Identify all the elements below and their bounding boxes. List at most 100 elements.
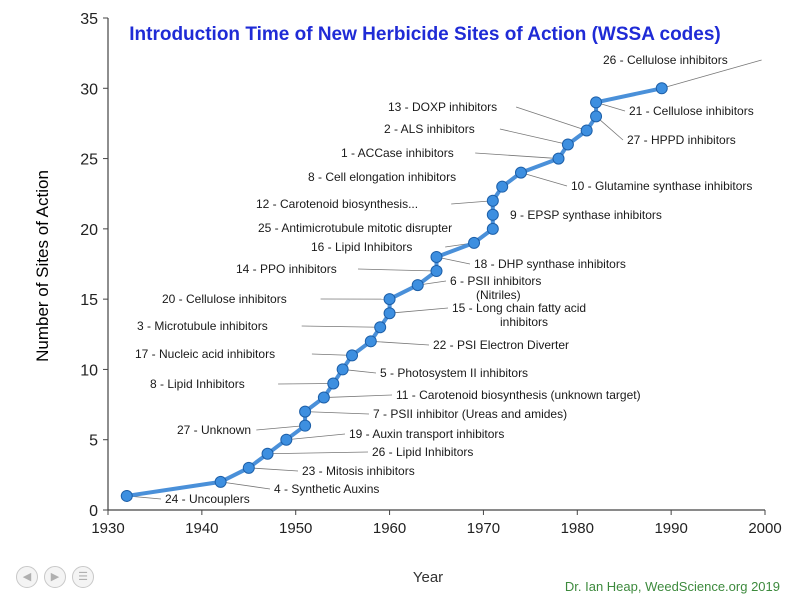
annotation-label: 18 - DHP synthase inhibitors <box>474 257 626 271</box>
annotation-label: 26 - Lipid Inhibitors <box>372 445 473 459</box>
annotation-label: 20 - Cellulose inhibitors <box>162 292 287 306</box>
leader-line <box>256 425 306 431</box>
data-point <box>346 349 359 362</box>
data-point <box>552 152 565 165</box>
data-point <box>280 433 293 446</box>
leader-line <box>370 340 430 346</box>
axes: 0 5 10 15 20 25 30 35 1930 1940 1950 1960 1970 1980 19… <box>80 11 781 537</box>
data-point <box>430 250 443 263</box>
data-series <box>120 82 668 502</box>
data-point <box>214 475 227 488</box>
y-tick-label: 0 <box>89 503 98 520</box>
annotation-label: 17 - Nucleic acid inhibitors <box>135 347 275 361</box>
annotation-label: 5 - Photosystem II inhibitors <box>380 366 528 380</box>
y-tick-label: 15 <box>80 292 98 309</box>
chart-title: Introduction Time of New Herbicide Sites… <box>129 24 721 45</box>
data-point <box>120 489 133 502</box>
annotation-label: 23 - Mitosis inhibitors <box>302 464 415 478</box>
annotation-label: 1 - ACCase inhibitors <box>341 146 454 160</box>
annotation-label: 22 - PSI Electron Diverter <box>433 338 569 352</box>
data-point <box>383 293 396 306</box>
annotation-label: 27 - Unknown <box>177 423 251 437</box>
data-point <box>561 138 574 151</box>
annotation-label: 21 - Cellulose inhibitors <box>629 104 754 118</box>
annotation-label: 26 - Cellulose inhibitors <box>603 53 728 67</box>
x-tick-label: 2000 <box>748 520 781 537</box>
annotation-label: 16 - Lipid Inhibitors <box>311 240 412 254</box>
leader-line <box>515 106 587 131</box>
leader-line <box>475 152 559 159</box>
annotations: 26 - Cellulose inhibitors 21 - Cellulose … <box>135 53 754 506</box>
leader-line <box>661 59 762 89</box>
y-tick-label: 10 <box>80 362 98 379</box>
annotation-label: 8 - Lipid Inhibitors <box>150 377 245 391</box>
leader-line <box>311 353 353 356</box>
x-tick-label: 1990 <box>654 520 687 537</box>
annotation-label: 10 - Glutamine synthase inhibitors <box>571 179 752 193</box>
y-tick-label: 30 <box>80 81 98 98</box>
annotation-label: 7 - PSII inhibitor (Ureas and amides) <box>373 407 567 421</box>
data-point <box>580 124 593 137</box>
annotation-label: 4 - Synthetic Auxins <box>274 482 379 496</box>
data-point <box>299 405 312 418</box>
credit-text: Dr. Ian Heap, WeedScience.org 2019 <box>564 579 780 594</box>
data-point <box>486 194 499 207</box>
data-point <box>261 447 274 460</box>
annotation-label: 14 - PPO inhibitors <box>236 262 337 276</box>
data-point <box>327 377 340 390</box>
x-tick-label: 1930 <box>91 520 124 537</box>
annotation-label: 8 - Cell elongation inhibitors <box>308 170 456 184</box>
leader-line <box>389 307 449 314</box>
data-point <box>317 391 330 404</box>
y-tick-label: 35 <box>80 11 98 28</box>
x-tick-label: 1950 <box>279 520 312 537</box>
data-point <box>336 363 349 376</box>
annotation-label: 13 - DOXP inhibitors <box>388 100 497 114</box>
y-tick-label: 25 <box>80 152 98 169</box>
leader-line <box>499 128 568 145</box>
annotation-label: 3 - Microtubule inhibitors <box>137 319 268 333</box>
data-point <box>496 180 509 193</box>
y-tick-label: 20 <box>80 222 98 239</box>
menu-icon[interactable]: ☰ <box>72 566 94 588</box>
leader-line <box>305 411 370 415</box>
leader-line <box>248 467 299 472</box>
leader-line <box>301 325 381 328</box>
x-tick-label: 1960 <box>373 520 406 537</box>
prev-icon[interactable]: ◀ <box>16 566 38 588</box>
annotation-label: 9 - EPSP synthase inhibitors <box>510 208 662 222</box>
x-tick-label: 1970 <box>467 520 500 537</box>
data-point <box>486 222 499 235</box>
data-point <box>514 166 527 179</box>
annotation-label: 15 - Long chain fatty acid inhibitors <box>452 301 586 329</box>
data-point <box>590 110 603 123</box>
leader-line <box>451 200 493 205</box>
leader-line <box>520 172 568 187</box>
annotation-label: 11 - Carotenoid biosynthesis (unknown ta… <box>396 388 641 402</box>
x-tick-label: 1940 <box>185 520 218 537</box>
leader-line <box>357 268 437 272</box>
leader-line <box>323 394 393 398</box>
annotation-label: 6 - PSII inhibitors (Nitriles) <box>450 274 541 302</box>
x-axis-label: Year <box>413 569 443 586</box>
data-point <box>242 461 255 474</box>
leader-line <box>220 481 271 490</box>
data-point <box>411 279 424 292</box>
leader-line <box>278 383 334 385</box>
data-point <box>590 96 603 109</box>
y-tick-label: 5 <box>89 433 98 450</box>
data-point <box>468 236 481 249</box>
data-point <box>486 208 499 221</box>
annotation-label: 24 - Uncouplers <box>165 492 250 506</box>
next-icon[interactable]: ▶ <box>44 566 66 588</box>
data-point <box>364 335 377 348</box>
data-point <box>374 321 387 334</box>
x-tick-label: 1980 <box>561 520 594 537</box>
data-point <box>430 265 443 278</box>
annotation-label: 2 - ALS inhibitors <box>384 122 475 136</box>
annotation-label: 25 - Antimicrotubule mitotic disrupter <box>258 221 452 235</box>
annotation-label: 12 - Carotenoid biosynthesis... <box>256 197 418 211</box>
data-point <box>383 307 396 320</box>
leader-line <box>286 433 346 441</box>
